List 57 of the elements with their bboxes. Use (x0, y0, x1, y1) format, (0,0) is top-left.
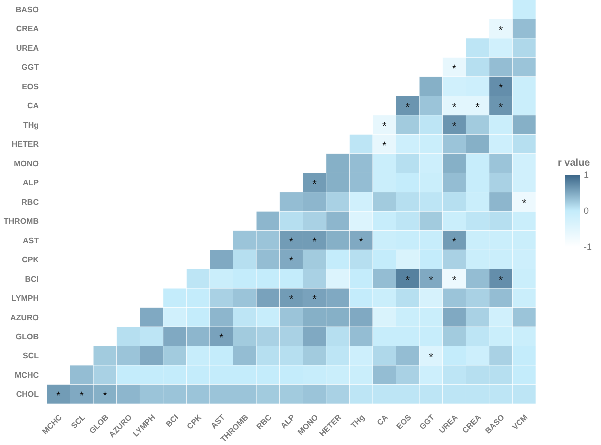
y-tick-label: MCHC (15, 370, 40, 380)
y-tick-label: RBC (22, 198, 40, 207)
y-tick-label: THg (23, 120, 40, 130)
y-tick-label: ALP (23, 178, 40, 188)
data-label: * (289, 294, 294, 306)
data-label: * (452, 63, 458, 76)
x-tick-label: CA (376, 412, 390, 428)
data-label: * (289, 256, 294, 268)
data-label: * (289, 236, 294, 248)
color-bar-label: 0 (584, 206, 590, 216)
data-label: * (312, 294, 318, 306)
data-label: * (406, 102, 411, 114)
data-label: * (498, 102, 504, 114)
y-tick-label: BASO (16, 5, 39, 14)
y-tick-label: BCI (25, 274, 39, 284)
data-label: * (312, 236, 318, 248)
data-label: * (56, 390, 62, 402)
y-tick-label: SCL (23, 352, 40, 361)
color-bar-title: r value (558, 158, 591, 169)
x-tick-label: THg (349, 412, 367, 430)
data-label: * (220, 332, 224, 345)
y-tick-label: MONO (14, 159, 39, 168)
y-tick-label: THROMB (4, 217, 40, 226)
y-tick-label: UREA (16, 44, 40, 53)
color-bar-label: -1 (584, 242, 592, 252)
data-label: * (382, 140, 388, 152)
x-tick-label: SCL (70, 412, 88, 431)
data-label: * (498, 82, 504, 95)
y-tick-label: GGT (22, 63, 40, 72)
data-label: * (498, 24, 504, 37)
data-label: * (452, 102, 458, 114)
y-tick-label: CA (27, 102, 40, 111)
data-label: * (476, 102, 481, 114)
data-label: * (359, 236, 364, 248)
data-label: * (406, 274, 411, 287)
y-tick-label: CREA (16, 24, 40, 34)
data-label: * (429, 274, 434, 287)
data-label: * (103, 390, 108, 402)
data-label: * (522, 198, 528, 210)
data-label: * (452, 121, 458, 134)
data-label: * (382, 121, 388, 134)
y-tick-label: AZURO (10, 313, 39, 322)
data-label: * (429, 352, 434, 364)
color-bar-label: 1 (584, 170, 590, 180)
y-tick-label: LYMPH (12, 294, 40, 304)
data-label: * (80, 390, 85, 402)
y-tick-label: EOS (22, 82, 40, 92)
y-tick-label: CPK (22, 256, 40, 265)
y-tick-label: GLOB (16, 332, 40, 342)
data-label: * (498, 274, 504, 287)
data-label: * (452, 274, 458, 287)
data-label: * (452, 236, 458, 248)
y-tick-label: AST (23, 236, 40, 246)
data-label: * (312, 178, 318, 191)
y-tick-label: HETER (12, 140, 40, 150)
x-tick-label: BCI (164, 413, 180, 430)
y-tick-label: CHOL (16, 390, 40, 400)
